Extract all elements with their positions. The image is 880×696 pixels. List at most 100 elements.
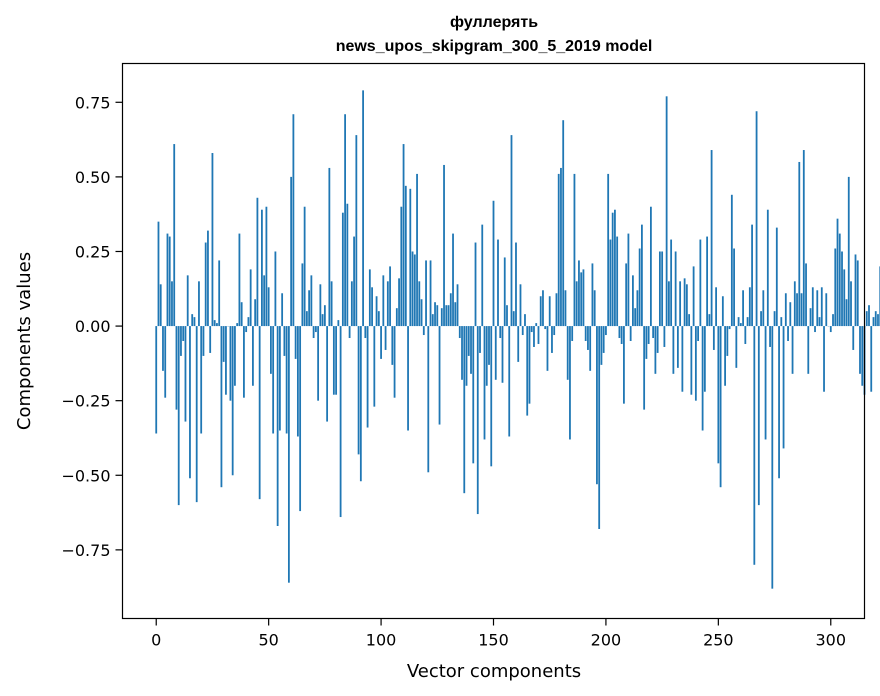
bar-304 <box>838 233 841 327</box>
bar-148 <box>488 326 490 365</box>
bar-112 <box>407 326 409 431</box>
bar-167 <box>530 326 533 333</box>
bar-279 <box>782 326 785 449</box>
bar-130 <box>447 305 450 327</box>
bar-143 <box>476 326 479 515</box>
bar-265 <box>751 224 753 327</box>
bar-250 <box>717 326 720 464</box>
bar-122 <box>429 260 432 327</box>
bar-238 <box>690 326 693 395</box>
bar-116 <box>416 173 418 327</box>
bar-152 <box>497 239 499 327</box>
bar-206 <box>618 326 621 339</box>
bar-286 <box>798 161 801 327</box>
bar-62 <box>294 326 297 359</box>
bar-75 <box>323 305 326 327</box>
bar-19 <box>198 281 200 327</box>
bar-189 <box>580 272 583 327</box>
bar-163 <box>521 326 524 336</box>
x-axis-label: Vector components <box>407 661 581 682</box>
bar-31 <box>225 326 227 395</box>
bar-176 <box>551 326 553 353</box>
bar-280 <box>784 293 787 327</box>
bar-184 <box>569 326 571 440</box>
bar-287 <box>800 293 803 327</box>
bar-138 <box>465 326 468 386</box>
bar-27 <box>216 323 218 327</box>
bar-222 <box>654 326 657 374</box>
bar-54 <box>276 326 279 526</box>
bar-197 <box>598 326 601 529</box>
bar-76 <box>326 326 329 422</box>
bar-275 <box>773 311 776 327</box>
bar-38 <box>240 302 243 327</box>
bar-224 <box>658 251 661 327</box>
bar-102 <box>384 326 387 350</box>
bar-123 <box>431 314 434 327</box>
chart-subtitle: news_upos_skipgram_300_5_2019 model <box>336 38 653 55</box>
bar-207 <box>620 326 623 344</box>
bar-79 <box>332 326 335 395</box>
bar-310 <box>852 326 855 350</box>
bar-47 <box>261 209 263 327</box>
bar-114 <box>411 251 414 327</box>
bar-7 <box>171 281 173 327</box>
bar-316 <box>865 311 868 327</box>
bar-129 <box>445 305 448 327</box>
bar-171 <box>539 296 542 327</box>
bar-92 <box>362 90 364 327</box>
bar-23 <box>207 230 209 327</box>
bar-254 <box>726 326 729 356</box>
bar-289 <box>805 263 807 327</box>
x-tick-label: 0 <box>151 631 161 650</box>
bar-248 <box>712 326 715 350</box>
bar-307 <box>845 299 848 327</box>
bar-84 <box>344 114 346 327</box>
bar-251 <box>719 326 722 488</box>
y-tick-label: −0.25 <box>61 392 110 411</box>
x-tick-label: 150 <box>478 631 509 650</box>
bar-236 <box>685 284 688 327</box>
bar-29 <box>220 326 223 488</box>
bar-188 <box>578 260 580 327</box>
bar-67 <box>305 311 308 327</box>
bar-137 <box>463 326 466 494</box>
bar-242 <box>699 239 702 327</box>
bar-221 <box>652 326 655 339</box>
bar-264 <box>748 287 751 327</box>
bar-303 <box>836 218 839 327</box>
bar-98 <box>375 296 378 327</box>
bar-258 <box>735 326 738 368</box>
bar-278 <box>780 317 783 327</box>
bar-49 <box>265 206 268 327</box>
bar-86 <box>348 326 351 339</box>
bar-166 <box>528 326 531 404</box>
bar-72 <box>317 326 320 401</box>
bar-292 <box>811 287 814 327</box>
bar-313 <box>859 326 861 374</box>
bar-209 <box>625 263 628 327</box>
bar-100 <box>380 326 382 359</box>
bar-59 <box>287 326 290 583</box>
bar-40 <box>245 326 248 333</box>
bar-218 <box>645 326 648 359</box>
bar-214 <box>636 290 639 327</box>
bar-311 <box>854 254 857 327</box>
bar-270 <box>762 290 765 327</box>
bar-223 <box>656 326 659 353</box>
bar-194 <box>591 263 594 327</box>
bar-5 <box>166 233 169 327</box>
bars <box>155 90 880 589</box>
bar-212 <box>632 275 634 327</box>
bar-201 <box>607 173 610 327</box>
bar-66 <box>303 206 306 327</box>
bar-260 <box>739 323 742 327</box>
bar-77 <box>328 167 331 327</box>
bar-128 <box>443 164 445 327</box>
bar-300 <box>829 326 832 333</box>
bar-208 <box>623 326 625 404</box>
bar-106 <box>393 326 396 398</box>
bar-178 <box>555 293 558 327</box>
bar-1 <box>157 221 160 327</box>
